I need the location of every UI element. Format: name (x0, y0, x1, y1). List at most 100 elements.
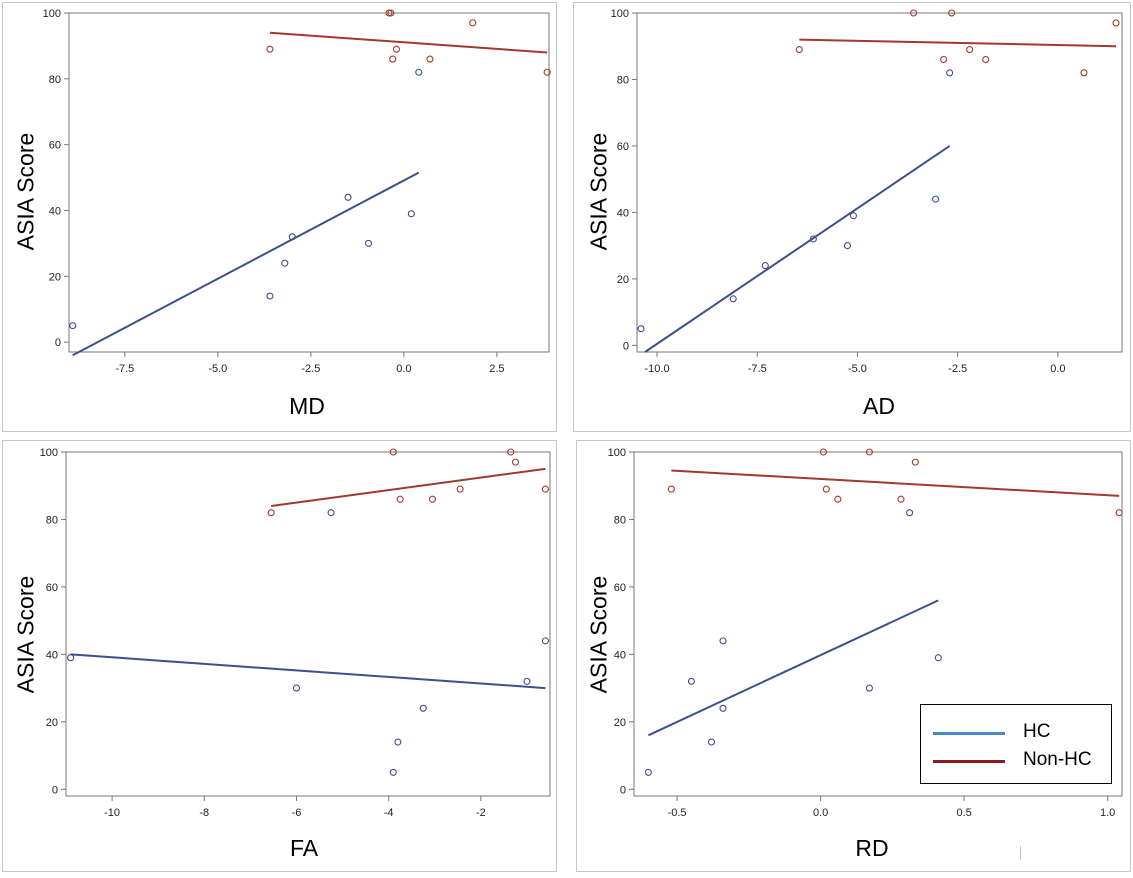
regression-line-nonhc (269, 31, 548, 54)
data-point-nonhc (897, 495, 905, 503)
data-point-nonhc (940, 55, 948, 64)
x-tick-label: 0.0 (813, 807, 828, 819)
data-point-hc (849, 212, 857, 220)
legend-label-nonhc: Non-HC (1023, 749, 1092, 770)
data-point-hc (541, 637, 549, 645)
y-tick-label: 40 (617, 207, 629, 219)
plot-rd: 0 20 40 60 80 100 -0.5 0.0 0.5 1.0 (608, 447, 1123, 819)
data-point-hc (266, 292, 274, 300)
data-point-nonhc (948, 9, 956, 17)
data-point-nonhc (910, 9, 918, 17)
data-point-hc (729, 295, 737, 303)
data-point-nonhc (387, 9, 395, 17)
data-point-nonhc (982, 55, 990, 64)
x-tick-label: -2.5 (948, 363, 967, 375)
data-point-nonhc (507, 448, 515, 456)
chart-panel-md: 0 20 40 60 80 100 -7.5 -5.0 -2.5 0.0 2.5 ASIA Scor… (2, 2, 557, 432)
plot-md: 0 20 40 60 80 100 -7.5 -5.0 -2.5 0.0 2.5 (43, 8, 551, 375)
data-point-nonhc (1112, 19, 1120, 27)
y-tick-label: 80 (46, 514, 58, 526)
y-tick-label: 40 (46, 649, 58, 661)
regression-line-hc (70, 653, 546, 690)
x-axis-title: FA (289, 835, 319, 861)
y-tick-label: 80 (614, 514, 626, 526)
data-point-hc (934, 654, 942, 662)
legend-swatch-hc (933, 732, 1005, 735)
data-point-hc (719, 704, 727, 712)
data-point-nonhc (834, 495, 842, 503)
data-point-nonhc (819, 448, 828, 456)
data-point-hc (281, 259, 289, 267)
data-point-hc (719, 637, 727, 645)
plot-frame (636, 12, 1123, 353)
y-tick-label: 20 (49, 271, 61, 283)
y-tick-label: 20 (617, 274, 629, 286)
regression-line-nonhc (270, 467, 546, 507)
data-point-hc (419, 704, 427, 712)
regression-line-hc (644, 145, 951, 353)
y-tick-label: 60 (49, 140, 61, 152)
data-point-hc (389, 768, 397, 776)
data-point-nonhc (795, 46, 803, 54)
data-point-hc (707, 738, 716, 746)
data-point-nonhc (541, 485, 549, 493)
x-tick-label: -2.5 (301, 363, 320, 375)
x-tick-label: -5.0 (848, 363, 867, 375)
y-axis-title: ASIA Score (12, 132, 39, 251)
y-tick-label: 80 (49, 74, 61, 86)
data-point-nonhc (966, 46, 974, 54)
x-tick-label: -2 (476, 807, 486, 819)
plot-frame (68, 12, 550, 353)
data-point-nonhc (543, 68, 551, 76)
y-tick-label: 0 (620, 784, 626, 796)
y-axis-title: ASIA Score (12, 575, 39, 694)
data-point-hc (415, 68, 423, 76)
x-tick-label: 0.0 (396, 363, 411, 375)
x-axis-title: MD (289, 393, 325, 419)
data-point-nonhc (822, 485, 830, 493)
legend-label-hc: HC (1023, 721, 1051, 742)
data-point-hc (523, 677, 531, 685)
data-point-nonhc (865, 448, 873, 456)
y-axis-title: ASIA Score (585, 575, 612, 694)
data-point-nonhc (389, 55, 397, 63)
data-point-hc (292, 684, 301, 692)
x-tick-label: 0.0 (1050, 363, 1065, 375)
y-axis-title: ASIA Score (585, 132, 612, 251)
data-point-nonhc (392, 45, 400, 53)
regression-line-hc (72, 171, 420, 357)
data-point-hc (344, 193, 352, 201)
y-tick-label: 0 (55, 337, 61, 349)
x-tick-label: -7.5 (748, 363, 767, 375)
regression-line-nonhc (671, 469, 1120, 497)
y-tick-label: 60 (617, 141, 629, 153)
data-point-hc (288, 233, 296, 241)
y-tick-label: 0 (623, 340, 629, 352)
y-tick-label: 20 (46, 717, 58, 729)
legend: HC Non-HC (920, 704, 1112, 784)
x-tick-label: -7.5 (115, 363, 134, 375)
y-tick-label: 40 (49, 205, 61, 217)
data-point-nonhc (1115, 509, 1123, 517)
y-tick-label: 0 (52, 784, 58, 796)
data-point-hc (865, 684, 873, 692)
text-cursor (1020, 846, 1021, 860)
data-point-nonhc (396, 495, 404, 503)
x-tick-label: -8 (199, 807, 209, 819)
y-tick-label: 60 (46, 582, 58, 594)
data-point-hc (407, 210, 415, 218)
data-point-hc (946, 69, 954, 77)
data-point-nonhc (511, 458, 519, 466)
data-point-hc (69, 322, 77, 330)
x-tick-label: -0.5 (668, 807, 687, 819)
chart-panel-rd: 0 20 40 60 80 100 -0.5 0.0 0.5 1.0 ASIA Score RD (576, 440, 1131, 872)
data-point-nonhc (266, 45, 274, 53)
plot-fa: 0 20 40 60 80 100 -10 -8 -6 -4 -2 (40, 447, 551, 819)
data-point-nonhc (667, 485, 675, 493)
data-point-nonhc (267, 509, 275, 517)
y-tick-label: 80 (617, 74, 629, 86)
y-tick-label: 40 (614, 649, 626, 661)
data-point-nonhc (428, 495, 437, 503)
chart-panel-ad: 0 20 40 60 80 100 -10.0 -7.5 -5.0 -2.5 0.0 ASIA Sc… (573, 2, 1131, 432)
data-point-hc (809, 235, 817, 243)
